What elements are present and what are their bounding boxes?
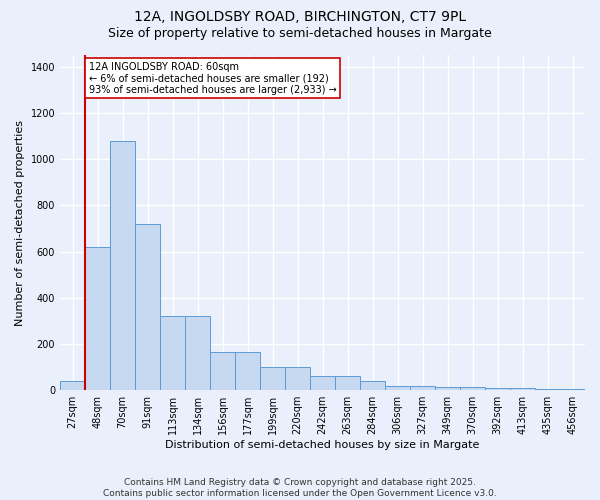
Text: 12A INGOLDSBY ROAD: 60sqm
← 6% of semi-detached houses are smaller (192)
93% of : 12A INGOLDSBY ROAD: 60sqm ← 6% of semi-d… — [89, 62, 337, 95]
Bar — [135, 224, 160, 390]
Bar — [85, 247, 110, 390]
Y-axis label: Number of semi-detached properties: Number of semi-detached properties — [15, 120, 25, 326]
Bar — [385, 386, 410, 390]
Bar — [410, 386, 435, 390]
Bar — [560, 389, 585, 390]
Bar — [485, 388, 510, 390]
Bar — [435, 386, 460, 390]
Bar — [360, 381, 385, 390]
Bar — [60, 381, 85, 390]
Bar — [160, 316, 185, 390]
Bar — [260, 367, 285, 390]
Text: 12A, INGOLDSBY ROAD, BIRCHINGTON, CT7 9PL: 12A, INGOLDSBY ROAD, BIRCHINGTON, CT7 9P… — [134, 10, 466, 24]
Bar — [285, 367, 310, 390]
Bar — [335, 376, 360, 390]
Bar — [460, 386, 485, 390]
Bar — [110, 140, 135, 390]
Bar — [535, 389, 560, 390]
Text: Contains HM Land Registry data © Crown copyright and database right 2025.
Contai: Contains HM Land Registry data © Crown c… — [103, 478, 497, 498]
Bar — [310, 376, 335, 390]
Bar — [510, 388, 535, 390]
Bar — [210, 352, 235, 390]
Bar — [235, 352, 260, 390]
Text: Size of property relative to semi-detached houses in Margate: Size of property relative to semi-detach… — [108, 28, 492, 40]
Bar — [185, 316, 210, 390]
X-axis label: Distribution of semi-detached houses by size in Margate: Distribution of semi-detached houses by … — [166, 440, 480, 450]
